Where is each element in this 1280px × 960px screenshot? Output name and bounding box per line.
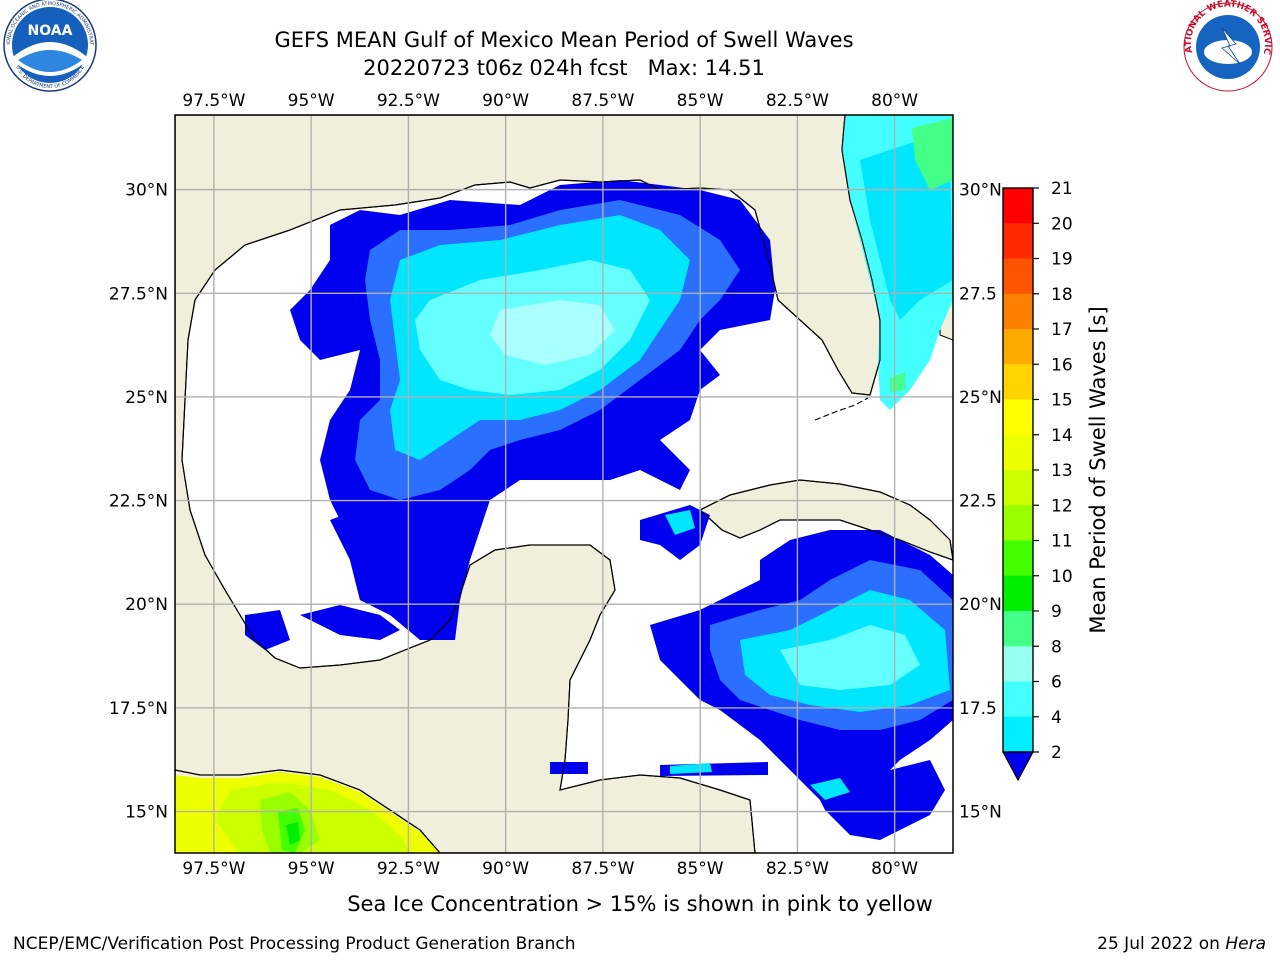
- field-campeche-mid: [300, 605, 400, 640]
- lon-label-bottom: 90°W: [482, 859, 529, 879]
- colorbar-segment-3: [1003, 293, 1033, 330]
- lat-label-right: 22.5: [959, 492, 997, 512]
- lon-label-top: 82.5°W: [766, 91, 829, 111]
- chart-subtitle: 20220723 t06z 024h fcst Max: 14.51: [363, 56, 765, 80]
- field-honduras-north-cyan: [670, 763, 712, 774]
- footer-machine: Hera: [1225, 934, 1266, 954]
- lat-label-left: 27.5°N: [109, 284, 168, 304]
- field-yucatan-channel-cyan: [665, 510, 695, 535]
- noaa-logo-text: NOAA: [28, 23, 73, 39]
- colorbar-tick-label: 16: [1051, 355, 1073, 375]
- lon-label-top: 90°W: [482, 91, 529, 111]
- colorbar-extend-arrow: [1001, 751, 1035, 782]
- field-caribbean-light-cyan: [780, 625, 920, 690]
- lon-label-top: 87.5°W: [571, 91, 634, 111]
- footer-date: 25 Jul 2022 on Hera: [1097, 934, 1266, 954]
- colorbar-segment-0: [1003, 188, 1033, 224]
- colorbar-tick-label: 12: [1051, 496, 1073, 516]
- colorbar-tick-label: 8: [1051, 637, 1062, 657]
- lat-label-left: 25°N: [125, 388, 168, 408]
- lon-label-top: 97.5°W: [182, 91, 245, 111]
- gridlines: [175, 115, 953, 853]
- colorbar-segment-2: [1003, 258, 1033, 295]
- lon-label-top: 85°W: [677, 91, 724, 111]
- lat-label-left: 17.5°N: [109, 699, 168, 719]
- lon-label-bottom: 80°W: [871, 859, 918, 879]
- lon-labels-bottom: 97.5°W 95°W 92.5°W 90°W 87.5°W 85°W 82.5°W 80°W: [182, 859, 918, 879]
- colorbar-tick-label: 6: [1051, 673, 1062, 693]
- lat-label-right: 27.5: [959, 284, 997, 304]
- colorbar-segment-12: [1003, 611, 1033, 647]
- colorbar-tick-label: 19: [1051, 250, 1073, 270]
- lat-label-right: 30°N: [959, 181, 1002, 201]
- colorbar-segment-9: [1003, 505, 1033, 541]
- ice-note: Sea Ice Concentration > 15% is shown in …: [347, 892, 933, 916]
- lat-labels-right: 30°N 27.5 25°N 22.5 20°N 17.5 15°N: [959, 181, 1002, 823]
- colorbar-tick-label: 2: [1051, 743, 1062, 763]
- lon-label-bottom: 85°W: [677, 859, 724, 879]
- colorbar-segment-6: [1003, 399, 1033, 436]
- colorbar-label: Mean Period of Swell Waves [s]: [1086, 306, 1110, 633]
- colorbar-tick-label: 10: [1051, 567, 1073, 587]
- lat-label-right: 17.5: [959, 699, 997, 719]
- footer-date-text: 25 Jul 2022 on: [1097, 934, 1225, 954]
- noaa-logo: NOAA NATIONAL OCEANIC AND ATMOSPHERIC AD…: [0, 0, 97, 92]
- lon-label-bottom: 87.5°W: [571, 859, 634, 879]
- field-campeche-blue: [330, 505, 470, 640]
- colorbar-segment-1: [1003, 223, 1033, 259]
- colorbar-segment-5: [1003, 364, 1033, 400]
- colorbar-segment-11: [1003, 575, 1033, 612]
- colorbar-tick-label: 15: [1051, 391, 1073, 411]
- colorbar-segment-8: [1003, 470, 1033, 506]
- field-pacific-dark-green: [286, 822, 300, 845]
- lon-label-bottom: 92.5°W: [377, 859, 440, 879]
- lon-label-top: 80°W: [871, 91, 918, 111]
- colorbar-tick-label: 14: [1051, 426, 1073, 446]
- field-gulf-pale-cyan: [490, 300, 615, 365]
- map-frame: [174, 114, 954, 854]
- chart-title: GEFS MEAN Gulf of Mexico Mean Period of …: [274, 28, 853, 52]
- colorbar-tick-label: 13: [1051, 461, 1073, 481]
- footer-org: NCEP/EMC/Verification Post Processing Pr…: [13, 934, 576, 954]
- lat-label-left: 20°N: [125, 595, 168, 615]
- map-area: [174, 114, 954, 854]
- field-atlantic-green-b: [890, 372, 905, 392]
- colorbar: 21 20 19 18 17 16 15 14 13 12 11 10 9 8 6 4 2: [1001, 179, 1073, 782]
- colorbar-segment-4: [1003, 329, 1033, 365]
- lat-label-left: 30°N: [125, 181, 168, 201]
- colorbar-segment-13: [1003, 646, 1033, 682]
- colorbar-segment-14: [1003, 681, 1033, 718]
- lon-label-top: 95°W: [288, 91, 335, 111]
- field-caribbean-south: [810, 760, 945, 840]
- colorbar-tick-label: 9: [1051, 602, 1062, 622]
- colorbar-tick-label: 20: [1051, 214, 1073, 234]
- lat-label-right: 25°N: [959, 388, 1002, 408]
- colorbar-tick-label: 11: [1051, 532, 1073, 552]
- lat-label-left: 22.5°N: [109, 492, 168, 512]
- lon-labels-top: 97.5°W 95°W 92.5°W 90°W 87.5°W 85°W 82.5°W 80°W: [182, 91, 918, 111]
- field-caribbean-south-cyan: [810, 778, 850, 800]
- swell-period-field: [175, 115, 953, 853]
- colorbar-tick-label: 18: [1051, 285, 1073, 305]
- lon-label-bottom: 82.5°W: [766, 859, 829, 879]
- lat-label-left: 15°N: [125, 803, 168, 823]
- lon-label-bottom: 97.5°W: [182, 859, 245, 879]
- coastlines: [175, 115, 953, 853]
- colorbar-segment-7: [1003, 434, 1033, 471]
- colorbar-tick-label: 21: [1051, 179, 1073, 199]
- lat-label-right: 20°N: [959, 595, 1002, 615]
- colorbar-tick-label: 17: [1051, 320, 1073, 340]
- field-campeche-west: [245, 610, 290, 650]
- field-honduras-gulf: [550, 762, 588, 774]
- field-atlantic-green: [912, 118, 953, 190]
- colorbar-tick-label: 4: [1051, 708, 1062, 728]
- lon-label-top: 92.5°W: [377, 91, 440, 111]
- colorbar-segment-15: [1003, 716, 1033, 753]
- colorbar-segment-10: [1003, 540, 1033, 577]
- lon-label-bottom: 95°W: [288, 859, 335, 879]
- lat-labels-left: 30°N 27.5°N 25°N 22.5°N 20°N 17.5°N 15°N: [109, 181, 168, 823]
- lat-label-right: 15°N: [959, 803, 1002, 823]
